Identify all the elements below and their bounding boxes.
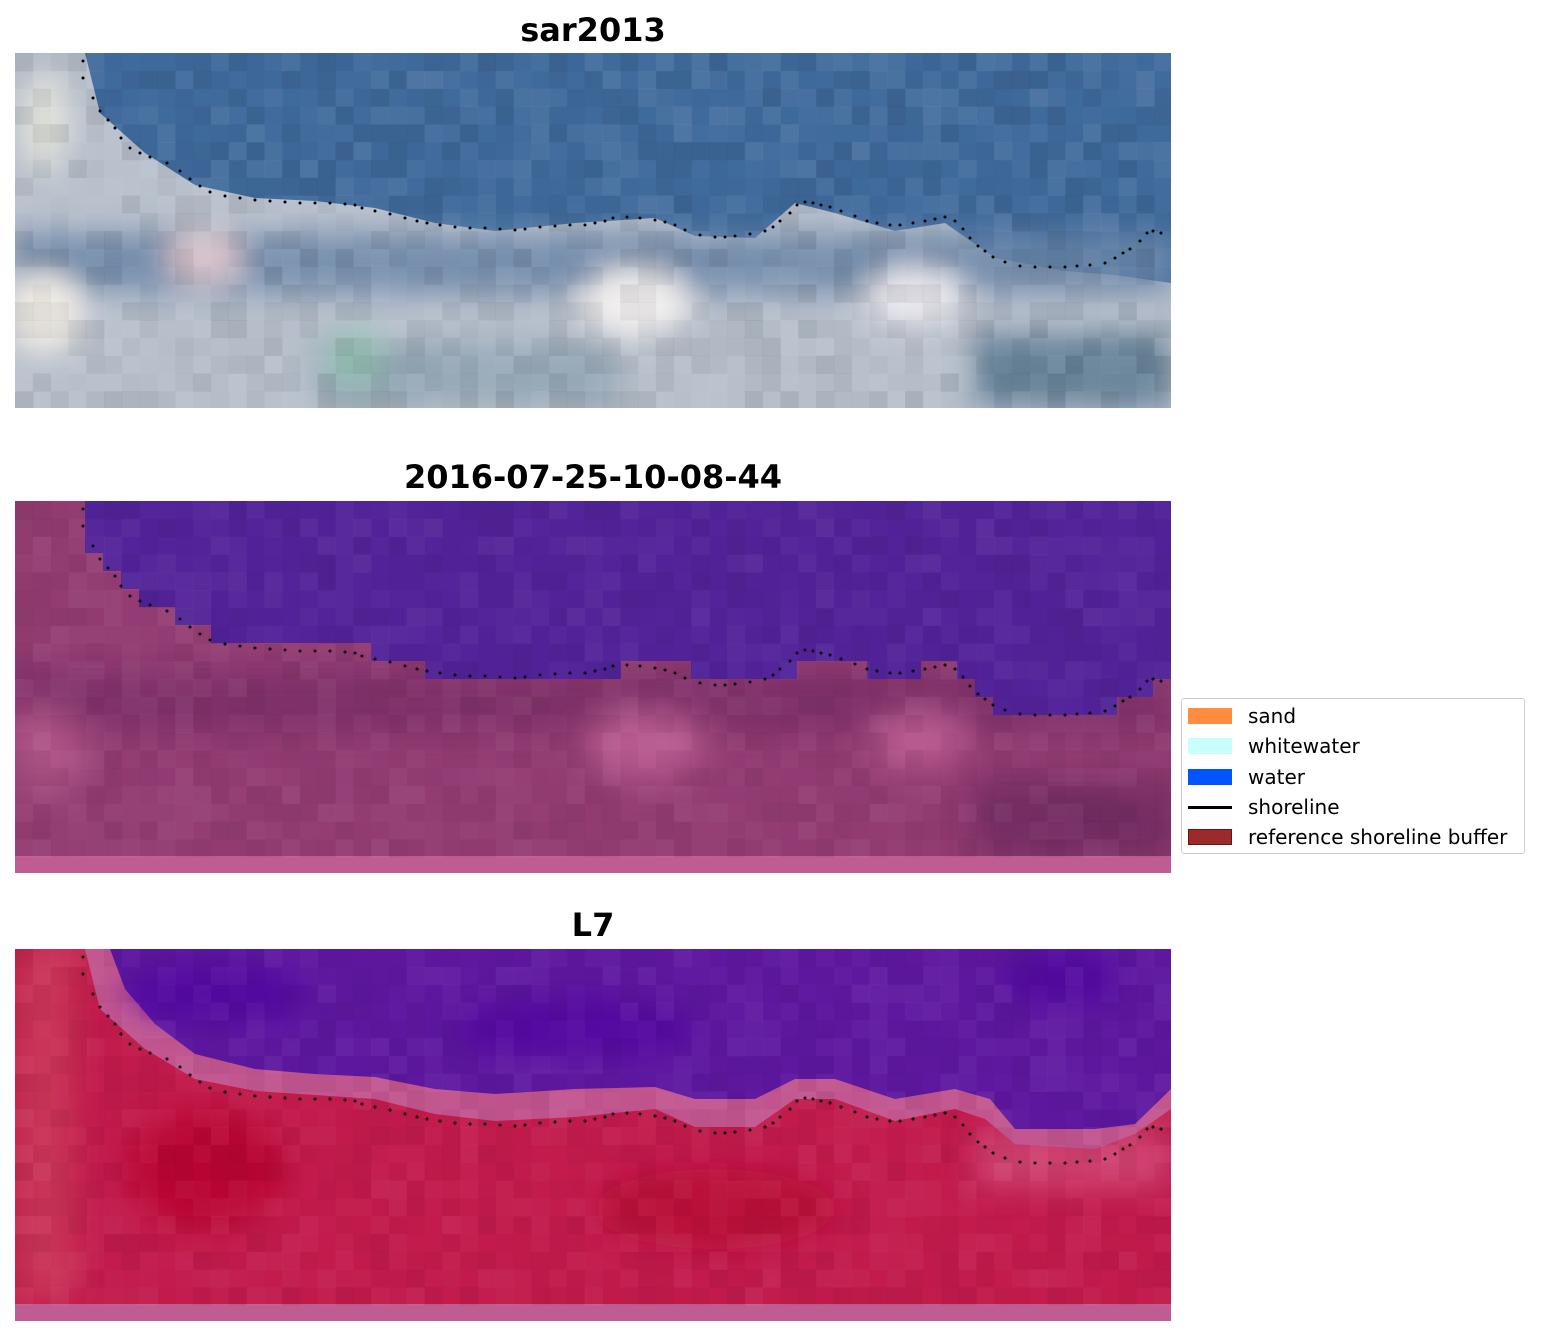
legend-item-water: water — [1188, 765, 1305, 789]
legend: sand whitewater water shoreline referenc… — [1181, 698, 1525, 854]
legend-label: water — [1248, 765, 1305, 789]
panel-title-2: 2016-07-25-10-08-44 — [403, 458, 783, 496]
legend-item-shoreline: shoreline — [1188, 795, 1340, 819]
water-class-area — [85, 501, 1171, 715]
index-panel — [15, 949, 1171, 1321]
shoreline-line — [1188, 805, 1232, 809]
legend-label: whitewater — [1248, 734, 1360, 758]
legend-item-reference-buffer: reference shoreline buffer — [1188, 825, 1508, 849]
classification-image — [15, 501, 1171, 873]
reference-buffer-swatch — [1188, 829, 1232, 845]
satellite-image-panel — [15, 53, 1171, 408]
index-image — [15, 949, 1171, 1321]
legend-label: shoreline — [1248, 795, 1340, 819]
satellite-image — [15, 53, 1171, 408]
water-swatch — [1188, 769, 1232, 785]
panel-title-1: sar2013 — [520, 11, 666, 49]
whitewater-swatch — [1188, 738, 1232, 754]
legend-item-sand: sand — [1188, 704, 1297, 728]
legend-label: sand — [1248, 704, 1297, 728]
sand-swatch — [1188, 708, 1232, 724]
legend-item-whitewater: whitewater — [1188, 734, 1360, 758]
legend-label: reference shoreline buffer — [1248, 825, 1508, 849]
classification-panel — [15, 501, 1171, 873]
panel-title-3: L7 — [571, 906, 615, 944]
